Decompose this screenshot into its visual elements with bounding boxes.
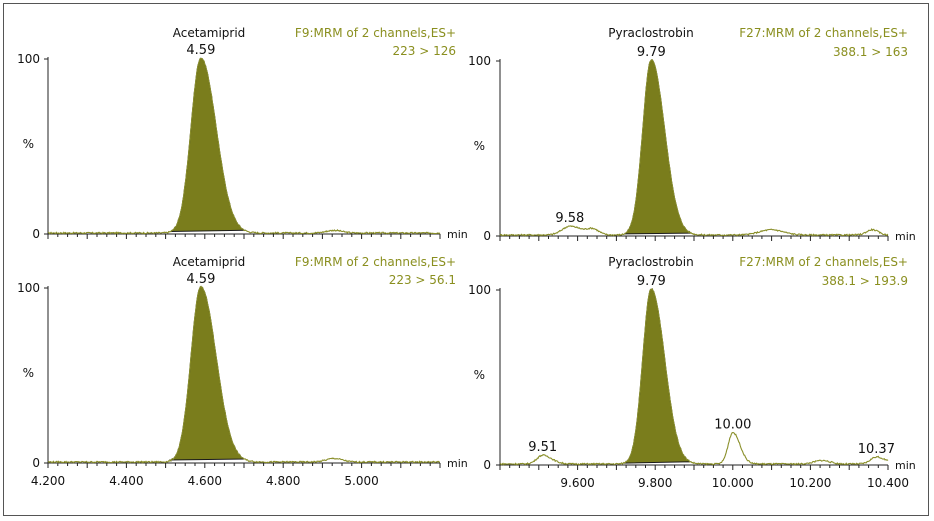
x-tick-label: 10.200 [789,476,831,490]
x-tick-label: 10.400 [867,476,909,490]
x-tick-label: 9.800 [638,476,672,490]
y-tick-label-0: 0 [32,456,40,470]
y-axis-label: % [23,137,34,151]
peak-label: 9.79 [637,274,666,289]
compound-name: Acetamiprid [173,26,246,40]
compound-name: Pyraclostrobin [608,26,693,40]
y-tick-label-0: 0 [32,227,40,241]
x-tick-label: 5.000 [344,474,378,488]
peak-label: 4.59 [186,272,215,287]
y-tick-label-100: 100 [17,281,40,295]
mrm-channel-info: F9:MRM of 2 channels,ES+ [295,255,456,269]
peak-label: 9.79 [637,45,666,60]
x-axis-unit: min [895,459,916,472]
compound-name: Acetamiprid [173,255,246,269]
peak-label: 10.37 [858,442,895,457]
y-tick-label-100: 100 [468,283,491,297]
x-tick-label: 4.400 [109,474,143,488]
compound-name: Pyraclostrobin [608,255,693,269]
peak-label: 10.00 [714,417,751,432]
x-tick-label: 9.600 [560,476,594,490]
x-tick-label: 4.200 [31,474,65,488]
y-axis-label: % [474,139,485,153]
chromatogram-trace [47,285,441,464]
mrm-channel-info: F27:MRM of 2 channels,ES+ [739,26,908,40]
x-tick-label: 4.600 [188,474,222,488]
y-axis-label: % [474,368,485,382]
chromatogram-trace [499,287,889,466]
y-tick-label-100: 100 [468,54,491,68]
mrm-transition: 388.1 > 163 [833,45,908,59]
peak-label: 4.59 [186,43,215,58]
peak-label: 9.51 [528,440,557,455]
y-tick-label-0: 0 [483,458,491,472]
y-axis-label: % [23,366,34,380]
mrm-transition: 223 > 56.1 [389,273,456,287]
y-tick-label-100: 100 [17,52,40,66]
x-axis-unit: min [447,457,468,470]
y-tick-label-0: 0 [483,229,491,243]
mrm-channel-info: F27:MRM of 2 channels,ES+ [739,255,908,269]
x-tick-label: 4.800 [266,474,300,488]
mrm-channel-info: F9:MRM of 2 channels,ES+ [295,26,456,40]
x-tick-label: 10.000 [712,476,754,490]
chromatogram-trace [499,59,889,237]
x-axis-unit: min [447,228,468,241]
mrm-transition: 388.1 > 193.9 [822,274,908,288]
figure-frame [3,3,929,516]
integrated-peak-area [170,57,246,233]
chromatogram-trace [48,57,441,235]
mrm-transition: 223 > 126 [393,44,457,58]
x-axis-unit: min [895,230,916,243]
peak-label: 9.58 [555,211,584,226]
